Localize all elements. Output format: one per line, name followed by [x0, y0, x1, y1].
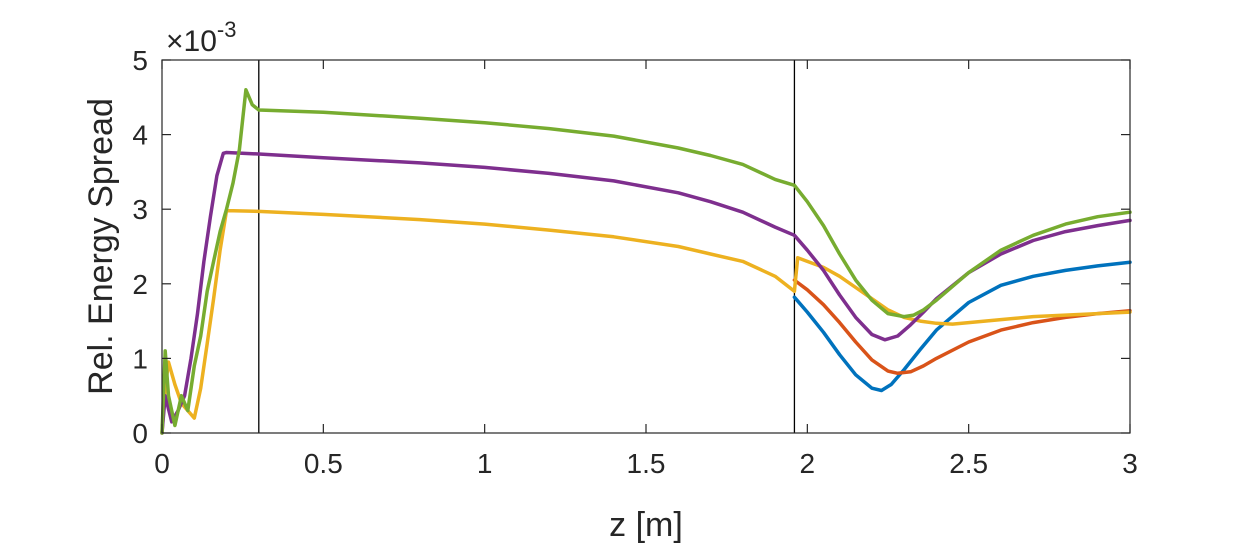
y-axis-multiplier: ×10-3 — [166, 17, 236, 58]
vertical-markers — [258, 60, 796, 433]
x-tick-label: 0.5 — [304, 448, 343, 479]
x-tick-labels: 0 0.5 1 1.5 2 2.5 3 — [154, 448, 1138, 479]
series-line-3 — [160, 208, 1132, 435]
x-tick-label: 1.5 — [627, 448, 666, 479]
y-tick-label: 4 — [132, 120, 148, 151]
series-line-2 — [792, 278, 1132, 376]
series-lines — [160, 88, 1132, 435]
y-tick-label: 3 — [132, 194, 148, 225]
x-tick-label: 0 — [154, 448, 170, 479]
x-axis-label: z [m] — [609, 506, 683, 544]
y-axis-multiplier-exponent: -3 — [217, 17, 237, 42]
y-axis-label: Rel. Energy Spread — [82, 98, 120, 395]
plot-area-frame — [161, 59, 1131, 434]
x-tick-label: 2.5 — [949, 448, 988, 479]
axis-ticks — [161, 59, 1131, 434]
y-axis-multiplier-base: ×10 — [166, 25, 217, 58]
y-tick-label: 1 — [132, 343, 148, 374]
series-line-5 — [160, 88, 1132, 435]
y-tick-labels: 0 1 2 3 4 5 — [132, 45, 148, 449]
y-tick-label: 5 — [132, 45, 148, 76]
y-tick-label: 0 — [132, 418, 148, 449]
y-tick-label: 2 — [132, 269, 148, 300]
x-tick-label: 2 — [800, 448, 816, 479]
series-line-1 — [792, 260, 1132, 393]
x-tick-label: 1 — [477, 448, 493, 479]
x-tick-label: 3 — [1122, 448, 1138, 479]
